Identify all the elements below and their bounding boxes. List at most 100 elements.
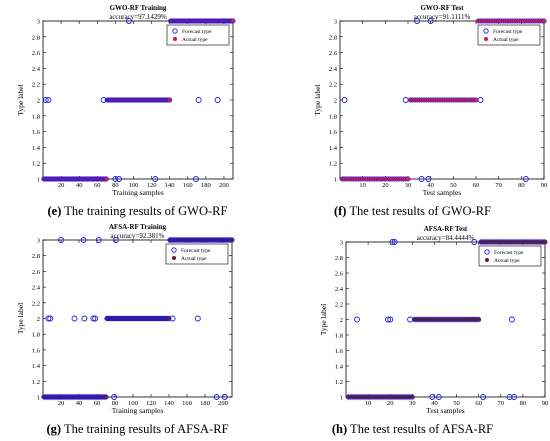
x-tick-label: 60 — [94, 400, 101, 407]
panel-2: 1 1.2 1.4 1.6 1.8 2 2.2 2.4 2.6 2.8 3 20 40 60 80 100 12… — [16, 223, 235, 415]
forecast-mismatch-point — [92, 315, 99, 322]
forecast-mismatch-point — [522, 176, 529, 182]
actual-point — [104, 177, 109, 181]
y-axis-label: Type label — [319, 304, 328, 335]
x-tick-label: 90 — [542, 400, 549, 407]
forecast-mismatch-point — [389, 239, 396, 245]
caption-e-letter: (e) — [47, 204, 62, 218]
y-tick-label: 1.6 — [32, 129, 41, 136]
forecast-mismatch-point — [387, 316, 394, 323]
legend-actual-marker — [484, 37, 488, 41]
y-tick-label: 2 — [340, 317, 343, 324]
x-tick-label: 200 — [218, 400, 228, 407]
forecast-point — [405, 176, 411, 182]
forecast-mismatch-point — [425, 176, 432, 182]
y-tick-label: 1.4 — [329, 145, 338, 152]
y-tick-label: 2.8 — [32, 253, 40, 260]
x-tick-label: 40 — [427, 182, 434, 189]
chart-title-accuracy: accuracy=92.381% — [111, 232, 165, 240]
forecast-mismatch-point — [45, 97, 52, 103]
x-tick-label: 20 — [382, 182, 389, 189]
forecast-mismatch-point — [477, 97, 484, 103]
x-tick-label: 180 — [200, 400, 210, 407]
legend-forecast-marker — [484, 249, 490, 255]
x-tick-label: 40 — [76, 182, 83, 189]
y-tick-label: 1 — [340, 395, 343, 402]
legend-actual-marker — [485, 258, 489, 262]
forecast-mismatch-point — [407, 316, 414, 323]
y-tick-label: 1 — [37, 395, 40, 402]
forecast-point — [229, 237, 235, 243]
legend-forecast-label: Forecast type — [181, 248, 211, 254]
y-tick-label: 1.2 — [32, 379, 40, 386]
caption-f-text: The test results of GWO-RF — [346, 204, 492, 218]
chart-title: GWO-RF Training — [110, 4, 167, 12]
y-tick-label: 2.2 — [329, 82, 337, 89]
y-tick-label: 1.4 — [32, 145, 41, 152]
x-tick-label: 100 — [129, 182, 139, 189]
legend-actual-marker — [173, 37, 177, 41]
y-tick-label: 2.8 — [329, 34, 337, 41]
actual-point — [542, 19, 546, 23]
legend-box — [478, 245, 542, 267]
forecast-mismatch-point — [341, 97, 348, 103]
forecast-mismatch-point — [111, 394, 118, 400]
forecast-mismatch-point — [418, 176, 425, 182]
y-tick-label: 1.8 — [32, 332, 40, 339]
legend-actual-label: Actual type — [494, 258, 520, 264]
forecast-point — [166, 315, 172, 322]
forecast-point — [409, 394, 415, 400]
forecast-point — [542, 239, 548, 245]
chart-title-accuracy: accuracy=84.4444% — [417, 234, 475, 242]
forecast-mismatch-point — [221, 394, 228, 400]
actual-point — [167, 98, 172, 102]
forecast-mismatch-point — [508, 316, 515, 323]
chart-title: AFSA-RF Training — [109, 223, 167, 231]
actual-point — [230, 238, 234, 242]
legend-actual-label: Actual type — [181, 256, 207, 262]
y-tick-label: 1.8 — [329, 113, 337, 120]
y-tick-label: 2.4 — [32, 285, 41, 292]
caption-f-letter: (f) — [333, 204, 347, 218]
forecast-mismatch-point — [214, 97, 221, 103]
y-tick-label: 2.8 — [335, 255, 343, 262]
legend-forecast-marker — [171, 247, 177, 253]
caption-g-letter: (g) — [46, 422, 62, 436]
chart-title-accuracy: accuracy=91.1111% — [414, 13, 471, 21]
y-tick-label: 1.6 — [335, 348, 344, 355]
chart-title: AFSA-RF Test — [424, 225, 468, 233]
forecast-mismatch-point — [116, 176, 122, 182]
x-tick-label: 90 — [541, 182, 548, 189]
forecast-mismatch-point — [80, 237, 87, 243]
forecast-mismatch-point — [100, 97, 107, 103]
forecast-mismatch-point — [112, 176, 119, 182]
forecast-mismatch-point — [471, 239, 478, 245]
y-tick-label: 1.6 — [32, 347, 41, 354]
chart-title: GWO-RF Test — [420, 4, 464, 12]
x-tick-label: 140 — [165, 182, 175, 189]
y-axis-label: Type label — [313, 84, 322, 115]
actual-point — [476, 317, 481, 322]
forecast-mismatch-point — [511, 394, 517, 400]
forecast-point — [541, 18, 547, 24]
forecast-mismatch-point — [506, 394, 513, 400]
y-tick-label: 2.2 — [335, 302, 343, 309]
actual-point — [474, 98, 478, 102]
forecast-mismatch-point — [192, 176, 199, 182]
forecast-mismatch-point — [42, 97, 49, 103]
x-tick-label: 80 — [518, 182, 525, 189]
x-tick-label: 30 — [409, 400, 416, 407]
x-tick-label: 20 — [58, 182, 65, 189]
y-tick-label: 1.4 — [335, 364, 344, 371]
x-tick-label: 160 — [182, 400, 192, 407]
y-tick-label: 2.2 — [32, 82, 40, 89]
x-tick-label: 70 — [495, 182, 502, 189]
x-tick-label: 40 — [76, 400, 83, 407]
x-axis-label: Test samples — [426, 406, 465, 415]
y-tick-label: 3 — [37, 238, 40, 245]
forecast-point — [167, 97, 173, 103]
x-tick-label: 40 — [431, 400, 438, 407]
y-tick-label: 2 — [37, 98, 40, 105]
forecast-mismatch-point — [152, 176, 159, 182]
forecast-mismatch-point — [194, 315, 201, 322]
